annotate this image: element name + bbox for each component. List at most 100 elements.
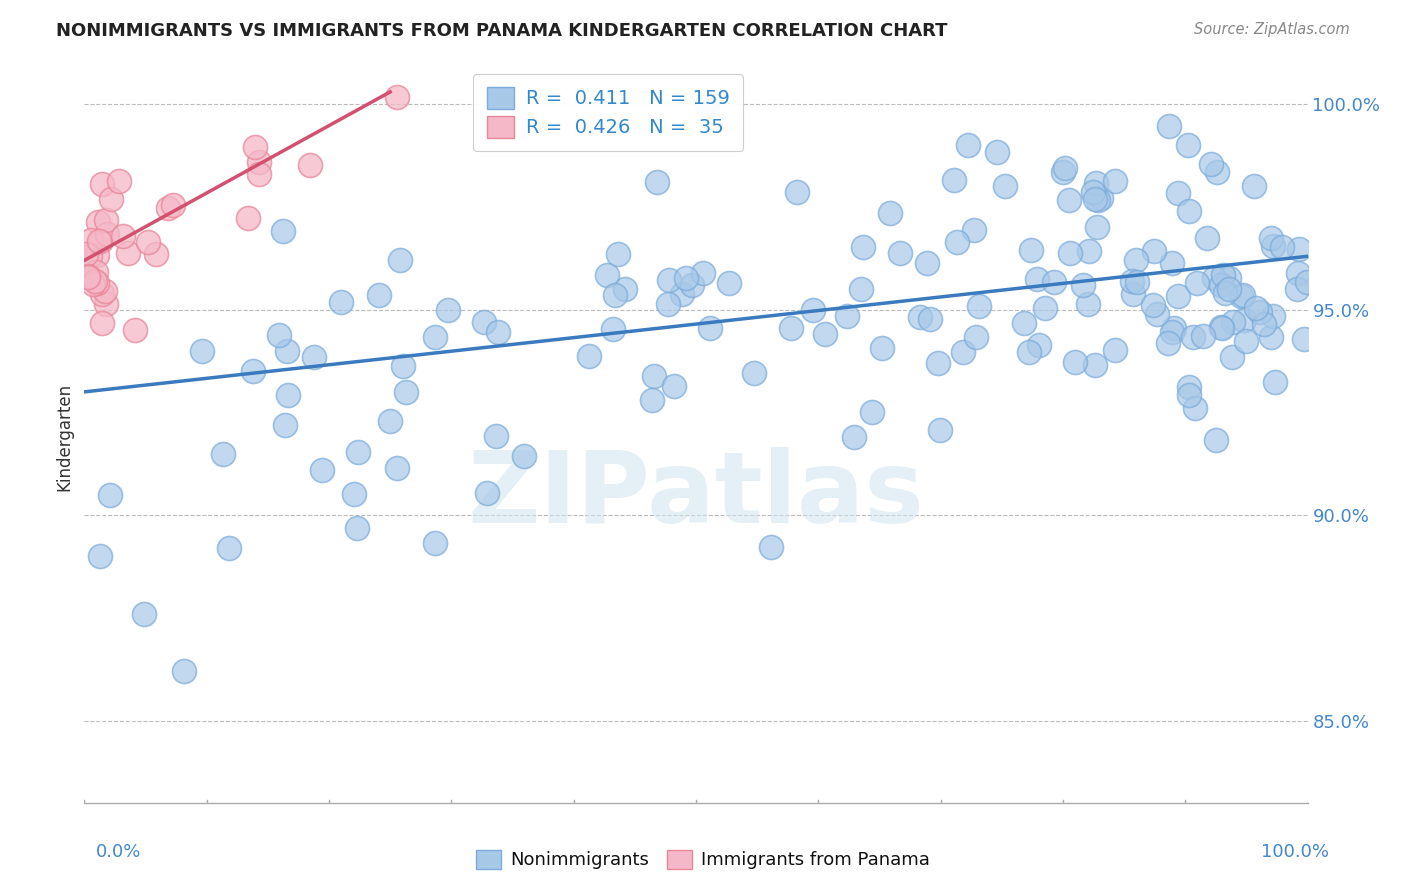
Point [952,344,974,359]
Point [1232,287,1254,301]
Point [862,404,884,418]
Point [1071,278,1094,293]
Point [1292,332,1315,346]
Point [1125,252,1147,267]
Point [681,277,703,292]
Point [1234,334,1257,349]
Point [311,463,333,477]
Point [1059,193,1081,207]
Point [423,330,446,344]
Point [920,312,942,326]
Point [485,429,508,443]
Point [83,274,105,288]
Point [475,485,498,500]
Point [1053,161,1076,175]
Point [1211,278,1233,293]
Point [1035,301,1057,316]
Point [277,388,299,402]
Point [1042,275,1064,289]
Point [658,272,681,286]
Point [1121,274,1143,288]
Point [956,138,979,153]
Point [211,446,233,460]
Point [89,549,111,564]
Point [90,316,112,330]
Point [343,486,366,500]
Point [138,235,160,250]
Point [173,665,195,679]
Point [1211,321,1233,335]
Point [1288,242,1310,256]
Point [156,201,179,215]
Point [942,173,965,187]
Point [1143,244,1166,258]
Point [742,366,765,380]
Legend: Nonimmigrants, Immigrants from Panama: Nonimmigrants, Immigrants from Panama [467,841,939,879]
Point [380,414,402,428]
Point [271,223,294,237]
Point [218,541,240,555]
Point [298,158,321,172]
Point [1178,204,1201,219]
Point [1019,243,1042,257]
Point [1083,186,1105,200]
Point [267,327,290,342]
Point [699,321,721,335]
Point [640,392,662,407]
Point [1263,239,1285,253]
Point [1142,298,1164,312]
Point [908,310,931,324]
Point [1184,401,1206,416]
Point [243,139,266,153]
Point [1025,272,1047,286]
Point [1084,358,1107,372]
Text: Source: ZipAtlas.com: Source: ZipAtlas.com [1194,22,1350,37]
Point [1163,321,1185,335]
Point [86,276,108,290]
Point [759,541,782,555]
Point [814,327,837,342]
Point [1285,282,1308,296]
Point [87,215,110,229]
Text: NONIMMIGRANTS VS IMMIGRANTS FROM PANAMA KINDERGARTEN CORRELATION CHART: NONIMMIGRANTS VS IMMIGRANTS FROM PANAMA … [56,22,948,40]
Point [87,235,110,249]
Point [91,177,114,191]
Point [889,246,911,260]
Point [304,350,326,364]
Point [1220,350,1243,364]
Point [1161,256,1184,270]
Point [1122,287,1144,301]
Point [96,227,118,241]
Point [145,247,167,261]
Point [852,240,875,254]
Point [80,233,103,247]
Point [1104,174,1126,188]
Point [595,268,617,283]
Point [75,246,97,260]
Point [965,330,987,344]
Point [472,315,495,329]
Point [1090,191,1112,205]
Point [1028,337,1050,351]
Point [1157,336,1180,351]
Point [94,213,117,227]
Point [486,325,509,339]
Point [368,288,391,302]
Point [1286,267,1309,281]
Point [1202,271,1225,285]
Point [385,461,408,475]
Point [274,418,297,433]
Point [1167,289,1189,303]
Point [842,430,865,444]
Point [124,323,146,337]
Point [347,445,370,459]
Point [1212,268,1234,282]
Legend: R =  0.411   N = 159, R =  0.426   N =  35: R = 0.411 N = 159, R = 0.426 N = 35 [474,74,744,151]
Point [994,178,1017,193]
Point [1059,246,1081,260]
Point [1232,313,1254,327]
Point [96,297,118,311]
Point [1253,317,1275,331]
Point [98,487,121,501]
Point [1218,282,1240,296]
